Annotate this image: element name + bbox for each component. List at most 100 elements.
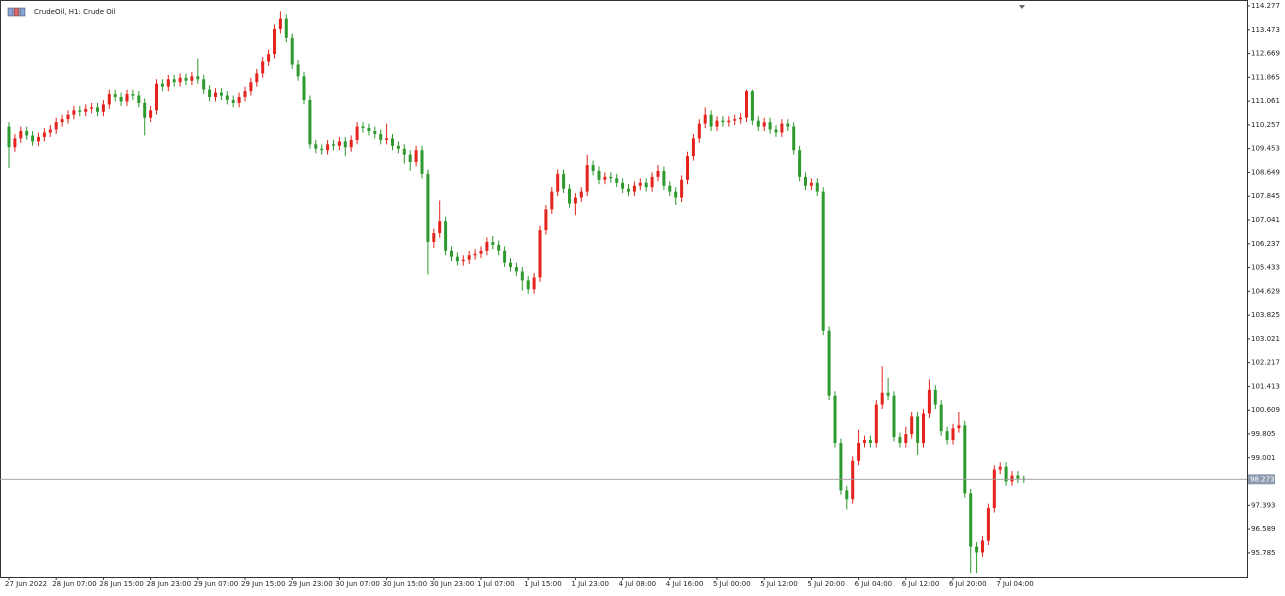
candle-body <box>485 241 489 251</box>
x-tick-label: 6 Jul 20:00 <box>949 580 987 588</box>
candle-body <box>284 18 288 38</box>
candle-body <box>585 165 589 192</box>
candle-body <box>750 91 754 121</box>
candle-body <box>798 150 802 177</box>
candle-body <box>951 428 955 441</box>
candle-body <box>986 508 990 541</box>
candle-body <box>296 64 300 77</box>
candle-body <box>969 493 973 547</box>
candle-body <box>343 141 347 148</box>
candle-body <box>957 425 961 429</box>
candle-body <box>768 122 772 130</box>
shift-marker <box>1019 5 1025 9</box>
candle-body <box>66 114 70 120</box>
x-tick-label: 30 Jun 15:00 <box>383 580 427 588</box>
y-tick-label: 103.825 <box>1251 311 1280 319</box>
y-tick-label: 107.845 <box>1251 192 1280 200</box>
candle-body <box>573 197 577 204</box>
x-tick-label: 29 Jun 07:00 <box>194 580 238 588</box>
candle-body <box>202 79 206 90</box>
candle-body <box>7 126 11 148</box>
candle-body <box>526 280 530 290</box>
candle-body <box>396 145 400 149</box>
candle-body <box>556 173 560 192</box>
candle-body <box>78 110 82 112</box>
candle-body <box>107 94 111 105</box>
y-tick-label: 108.649 <box>1251 168 1280 176</box>
candle-body <box>792 126 796 151</box>
current-price-box <box>1248 474 1275 485</box>
candle-body <box>721 120 725 123</box>
candle-body <box>13 138 17 148</box>
candle-body <box>402 148 406 155</box>
candle-body <box>916 416 920 444</box>
candle-body <box>591 165 595 171</box>
candle-body <box>349 139 353 148</box>
candle-body <box>851 460 855 500</box>
candle-body <box>25 131 29 136</box>
candle-body <box>42 132 46 137</box>
candle-body <box>898 437 902 444</box>
candle-body <box>632 185 636 192</box>
x-tick-label: 4 Jul 16:00 <box>666 580 704 588</box>
candle-body <box>497 244 501 251</box>
candle-body <box>455 256 459 262</box>
candle-body <box>184 77 188 81</box>
x-tick-label: 1 Jul 07:00 <box>477 580 515 588</box>
x-tick-label: 6 Jul 12:00 <box>902 580 940 588</box>
current-price-label: 98.273 <box>1250 475 1275 483</box>
candle-body <box>538 230 542 278</box>
candle-body <box>656 170 660 177</box>
y-tick-label: 109.453 <box>1251 145 1280 153</box>
candle-body <box>438 221 442 234</box>
candle-body <box>568 188 571 204</box>
y-tick-label: 113.473 <box>1251 26 1280 34</box>
candle-body <box>786 123 790 127</box>
candle-body <box>267 54 271 62</box>
x-tick-label: 5 Jul 00:00 <box>713 580 751 588</box>
candle-body <box>101 104 105 112</box>
candle-body <box>863 440 866 444</box>
candle-body <box>237 97 241 103</box>
x-tick-label: 28 Jun 23:00 <box>147 580 191 588</box>
candle-body <box>48 129 52 133</box>
x-tick-label: 5 Jul 12:00 <box>760 580 798 588</box>
candle-body <box>361 126 365 129</box>
candle-body <box>461 259 465 262</box>
chart-icon <box>19 7 26 17</box>
candle-body <box>668 185 672 192</box>
candle-body <box>1004 466 1008 482</box>
candle-body <box>326 144 330 151</box>
candle-body <box>922 413 925 444</box>
x-tick-label: 4 Jul 08:00 <box>619 580 657 588</box>
candle-body <box>809 182 813 186</box>
candle-body <box>680 179 684 198</box>
y-tick-label: 106.237 <box>1251 240 1280 248</box>
candle-body <box>491 241 495 245</box>
candle-body <box>686 156 689 180</box>
candle-body <box>509 262 512 268</box>
candle-body <box>113 94 117 98</box>
candle-body <box>662 170 666 186</box>
candle-body <box>473 253 477 256</box>
candle-body <box>143 102 147 118</box>
candle-body <box>72 110 76 115</box>
candle-body <box>857 443 861 461</box>
candle-body <box>780 123 784 133</box>
candle-body <box>149 110 153 118</box>
candle-body <box>579 191 583 198</box>
candle-body <box>308 99 312 145</box>
y-tick-label: 105.433 <box>1251 264 1280 272</box>
candle-body <box>273 28 276 55</box>
candle-body <box>691 138 695 157</box>
x-tick-label: 30 Jun 23:00 <box>430 580 474 588</box>
candle-body <box>96 107 99 112</box>
candle-body <box>190 76 194 81</box>
candle-body <box>674 191 678 198</box>
candle-body <box>892 395 896 438</box>
candle-body <box>709 114 713 127</box>
y-tick-label: 103.021 <box>1251 335 1280 343</box>
candle-body <box>249 82 253 92</box>
candle-body <box>880 392 884 405</box>
chart-icon <box>13 7 20 17</box>
